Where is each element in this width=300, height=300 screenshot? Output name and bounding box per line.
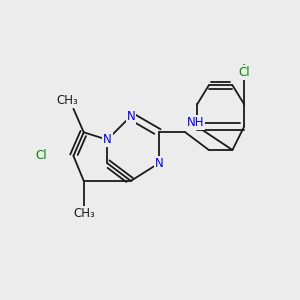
Text: N: N: [103, 133, 112, 146]
Text: CH₃: CH₃: [57, 94, 78, 107]
Text: NH: NH: [187, 116, 204, 129]
Text: Cl: Cl: [238, 66, 250, 79]
Text: Cl: Cl: [35, 149, 47, 162]
Text: CH₃: CH₃: [73, 207, 94, 220]
Text: N: N: [154, 157, 163, 170]
Text: N: N: [127, 110, 135, 123]
